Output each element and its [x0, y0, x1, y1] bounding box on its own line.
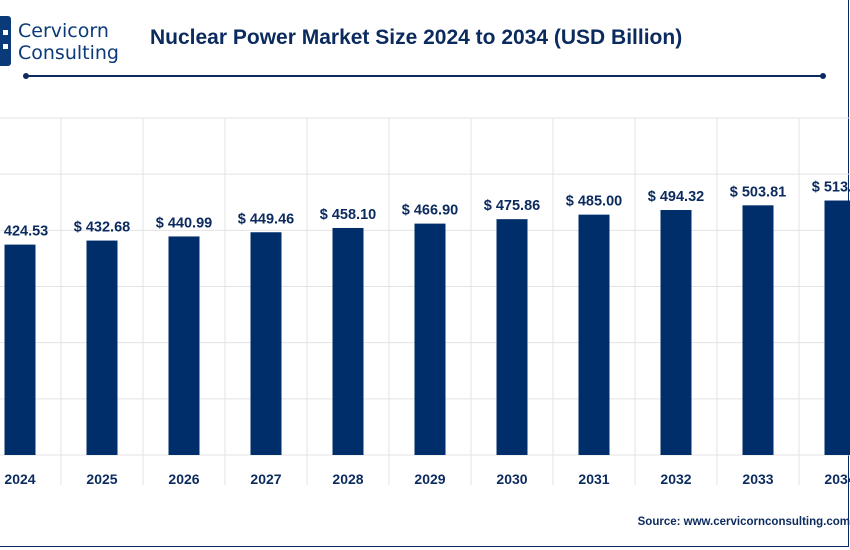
x-tick-2025: 2025 [86, 471, 117, 487]
data-label-2027: $ 449.46 [238, 211, 294, 227]
x-tick-2024: 2024 [4, 471, 35, 487]
bar-2031 [578, 214, 610, 455]
data-label-2034: $ 513.48 [812, 180, 850, 196]
bar-2024 [4, 244, 36, 455]
title-divider [23, 73, 826, 79]
bar-2026 [168, 236, 200, 455]
x-tick-2033: 2033 [742, 471, 773, 487]
brand-name-line2: Consulting [18, 42, 119, 64]
brand-name-line1: Cervicorn [18, 20, 109, 42]
x-tick-2027: 2027 [250, 471, 281, 487]
source-note: Source: www.cervicornconsulting.com [637, 516, 850, 528]
x-tick-2032: 2032 [660, 471, 691, 487]
x-tick-2034: 2034 [824, 471, 850, 487]
x-tick-2031: 2031 [578, 471, 609, 487]
bar-2025 [86, 240, 118, 455]
bar-2028 [332, 227, 364, 455]
x-tick-2029: 2029 [414, 471, 445, 487]
data-label-2030: $ 475.86 [484, 198, 540, 214]
brand-logo: Cervicorn Consulting [0, 14, 130, 68]
data-label-2024: $ 424.53 [0, 224, 48, 240]
bar-2032 [660, 210, 692, 455]
x-tick-2028: 2028 [332, 471, 363, 487]
bar-2030 [496, 219, 528, 455]
bar-2033 [742, 205, 774, 455]
bar-2027 [250, 232, 282, 455]
x-tick-2026: 2026 [168, 471, 199, 487]
x-tick-2030: 2030 [496, 471, 527, 487]
data-label-2031: $ 485.00 [566, 194, 622, 210]
data-label-2028: $ 458.10 [320, 207, 376, 223]
data-label-2032: $ 494.32 [648, 189, 704, 205]
bar-2029 [414, 223, 446, 455]
data-label-2025: $ 432.68 [74, 220, 130, 236]
logo-mark-icon [0, 16, 11, 66]
data-label-2026: $ 440.99 [156, 215, 212, 231]
chart-title: Nuclear Power Market Size 2024 to 2034 (… [150, 26, 683, 49]
data-label-2033: $ 503.81 [730, 184, 786, 200]
data-label-2029: $ 466.90 [402, 203, 458, 219]
bar-2034 [824, 200, 850, 455]
